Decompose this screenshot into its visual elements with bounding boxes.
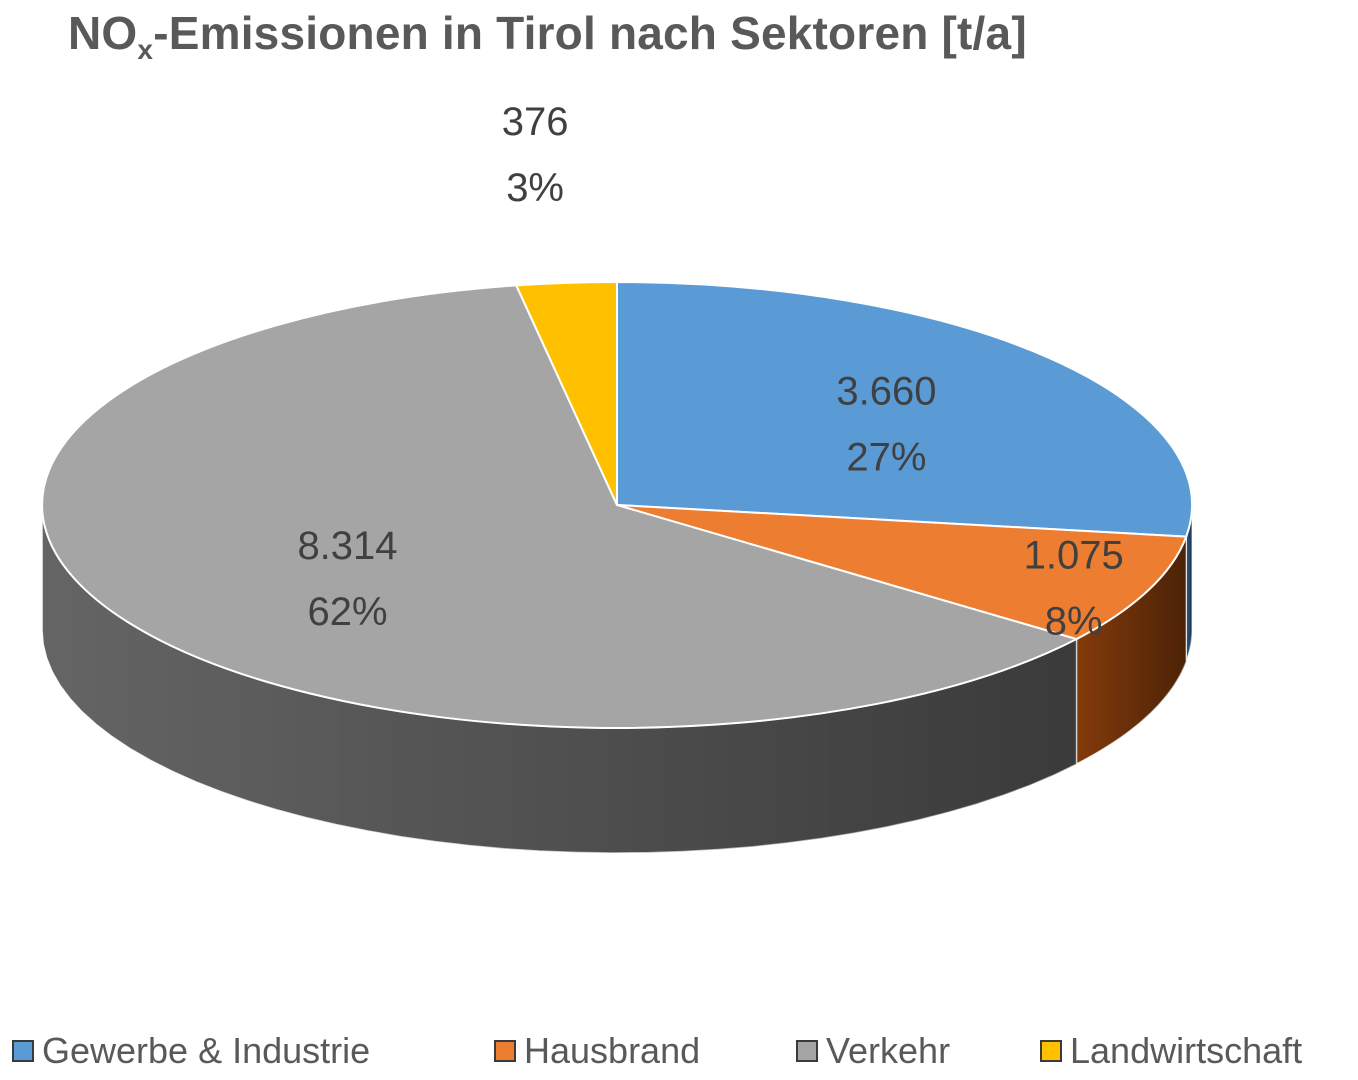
data-label-percent-landwirtschaft: 3% [506,166,564,210]
data-label-value-gewerbe-industrie: 3.660 [836,369,936,413]
legend-label-gewerbe-industrie: Gewerbe & Industrie [42,1030,371,1071]
legend: Gewerbe & Industrie Hausbrand Verkehr Landw… [0,1024,1358,1080]
pie-side-shade-gewerbe-industrie [1186,505,1192,662]
legend-item-landwirtschaft: Landwirtschaft [1040,1030,1302,1072]
data-label-value-hausbrand: 1.075 [1024,534,1124,578]
legend-item-gewerbe-industrie: Gewerbe & Industrie [12,1030,370,1072]
data-label-percent-verkehr: 62% [307,590,387,634]
legend-swatch-gewerbe-industrie [12,1040,34,1062]
data-label-percent-gewerbe-industrie: 27% [846,435,926,479]
pie-slice-gewerbe-industrie [616,280,1193,538]
legend-label-landwirtschaft: Landwirtschaft [1070,1030,1303,1071]
pie-slice-landwirtschaft [514,280,618,506]
data-label-value-verkehr: 8.314 [297,524,397,568]
pie-tops [41,280,1193,729]
legend-swatch-hausbrand [494,1040,516,1062]
pie-side-shade-verkehr [42,505,1077,853]
legend-swatch-verkehr [796,1040,818,1062]
pie-chart: 3.660 27% 1.075 8% 8.314 62% 376 3% [41,100,1193,854]
data-label-percent-hausbrand: 8% [1045,600,1103,644]
legend-label-verkehr: Verkehr [826,1030,951,1071]
pie-side-shade-hausbrand [1076,536,1187,765]
data-label-value-landwirtschaft: 376 [502,100,569,144]
legend-swatch-landwirtschaft [1040,1040,1062,1062]
legend-label-hausbrand: Hausbrand [524,1030,701,1071]
pie-sides [41,504,1193,854]
pie-slice-verkehr [41,284,1080,729]
legend-item-hausbrand: Hausbrand [494,1030,700,1072]
chart-title: NOx-Emissionen in Tirol nach Sektoren [t… [68,7,1027,65]
pie-labels: 3.660 27% 1.075 8% 8.314 62% 376 3% [297,100,1124,644]
pie-slice-hausbrand [616,504,1188,641]
legend-item-verkehr: Verkehr [796,1030,950,1072]
